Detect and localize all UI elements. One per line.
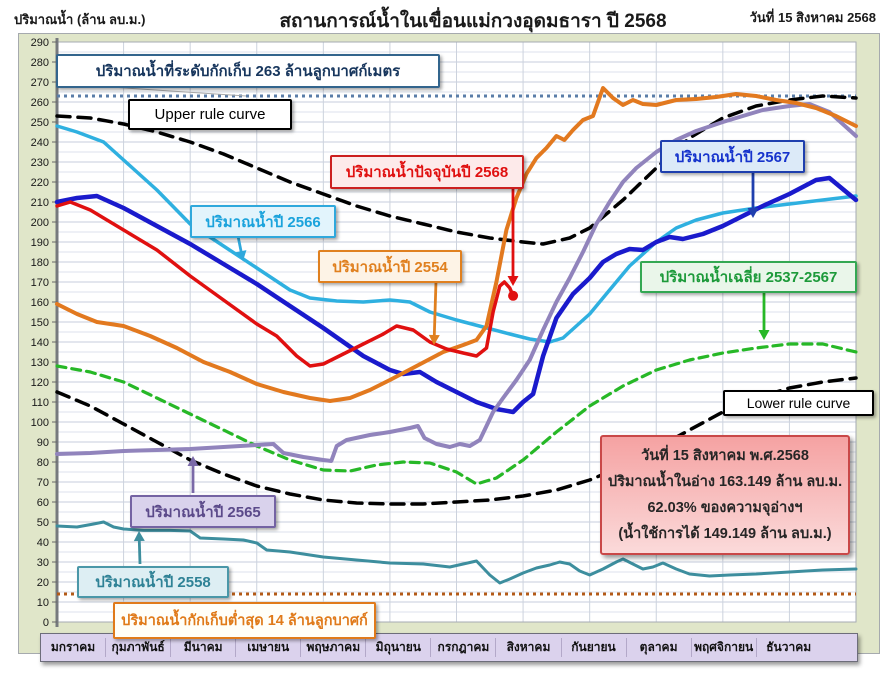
year-2565-callout: ปริมาณน้ำปี 2565 — [130, 495, 276, 528]
y-tick-label: 10 — [37, 597, 49, 609]
month-label: พฤษภาคม — [300, 638, 365, 657]
month-label: กุมภาพันธ์ — [105, 638, 170, 657]
series-avg-2537-2567 — [55, 342, 858, 486]
upper-rule-curve-callout: Upper rule curve — [128, 99, 292, 130]
avg-arrow-head — [758, 330, 770, 340]
y-tick-label: 70 — [37, 477, 49, 489]
y-tick-label: 80 — [37, 457, 49, 469]
y-tick-label: 270 — [31, 77, 49, 89]
page-title: สถานการณ์น้ำในเขื่อนแม่กวงอุดมธารา ปี 25… — [279, 11, 667, 32]
y-tick-label: 60 — [37, 497, 49, 509]
y-tick-label: 160 — [31, 297, 49, 309]
y-tick-label: 200 — [31, 217, 49, 229]
series-year-2558 — [55, 520, 858, 585]
y-tick-label: 180 — [31, 257, 49, 269]
current-point-marker — [508, 290, 519, 301]
report-date: วันที่ 15 สิงหาคม 2568 — [749, 10, 876, 25]
lower-rule-curve-callout: Lower rule curve — [723, 390, 874, 416]
year-2558-callout: ปริมาณน้ำปี 2558 — [77, 566, 229, 598]
month-label: กันยายน — [560, 638, 626, 657]
y-tick-label: 220 — [31, 177, 49, 189]
month-label: สิงหาคม — [495, 638, 560, 657]
storage-level-callout: ปริมาณน้ำที่ระดับกักเก็บ 263 ล้านลูกบาศก… — [56, 54, 440, 88]
month-label: ตุลาคม — [625, 638, 691, 657]
info-volume-line: ปริมาณน้ำในอ่าง 163.149 ล้าน ลบ.ม. — [607, 474, 843, 490]
average-2537-2567-callout: ปริมาณน้ำเฉลี่ย 2537-2567 — [640, 261, 857, 293]
y2565-arrow-head — [187, 456, 199, 466]
y-tick-label: 90 — [37, 437, 49, 449]
y2566-arrow — [236, 235, 243, 255]
y2558-arrow — [137, 537, 142, 565]
y-tick-label: 100 — [31, 417, 49, 429]
y-tick-label: 130 — [31, 357, 49, 369]
info-usable-line: (น้ำใช้การได้ 149.149 ล้าน ลบ.ม.) — [618, 526, 832, 542]
y-tick-label: 150 — [31, 317, 49, 329]
series-current-2568 — [55, 200, 515, 368]
series-year-2567 — [54, 175, 859, 415]
y-tick-label: 170 — [31, 277, 49, 289]
series-year-2565 — [55, 102, 858, 463]
y-tick-label: 30 — [37, 557, 49, 569]
y-tick-label: 0 — [43, 617, 49, 629]
y-tick-label: 40 — [37, 537, 49, 549]
info-date-line: วันที่ 15 สิงหาคม พ.ศ.2568 — [641, 448, 809, 464]
y-tick-label: 190 — [31, 237, 49, 249]
year-2567-callout: ปริมาณน้ำปี 2567 — [660, 140, 805, 173]
current-status-info-box: วันที่ 15 สิงหาคม พ.ศ.2568 ปริมาณน้ำในอ่… — [600, 435, 850, 555]
y-axis-title: ปริมาณน้ำ (ล้าน ลบ.ม.) — [14, 12, 146, 27]
month-label: ธันวาคม — [755, 638, 821, 657]
y-tick-label: 120 — [31, 377, 49, 389]
current-arrow-head — [507, 276, 519, 286]
y2567-arrow-head — [747, 208, 759, 218]
y2554-arrow — [432, 280, 438, 339]
y2554-arrow-head — [428, 334, 440, 345]
month-label: มิถุนายน — [365, 638, 430, 657]
minimum-storage-callout: ปริมาณน้ำกักเก็บต่ำสุด 14 ล้านลูกบาศก์ — [113, 602, 376, 639]
series-year-2554 — [55, 86, 858, 403]
y-tick-label: 110 — [31, 397, 49, 409]
month-label: มกราคม — [50, 640, 96, 654]
month-label: กรกฎาคม — [430, 638, 495, 657]
y-tick-label: 230 — [31, 157, 49, 169]
month-label: พฤศจิกายน — [690, 638, 756, 657]
year-2554-callout: ปริมาณน้ำปี 2554 — [318, 250, 462, 283]
series-upper-rule-curve — [55, 94, 858, 246]
y-tick-label: 140 — [31, 337, 49, 349]
current-year-2568-callout: ปริมาณน้ำปัจจุบันปี 2568 — [330, 155, 524, 189]
y-tick-label: 290 — [31, 37, 49, 49]
y-tick-label: 280 — [31, 57, 49, 69]
y-tick-label: 210 — [31, 197, 49, 209]
y-tick-label: 50 — [37, 517, 49, 529]
y2566-arrow-head — [235, 250, 247, 261]
month-label: มีนาคม — [170, 638, 235, 657]
month-label: เมษายน — [235, 638, 300, 657]
y2558-arrow-head — [133, 531, 145, 542]
y-tick-label: 260 — [31, 97, 49, 109]
y-tick-label: 250 — [31, 117, 49, 129]
info-percent-line: 62.03% ของความจุอ่างฯ — [647, 500, 803, 516]
y-tick-label: 240 — [31, 137, 49, 149]
year-2566-callout: ปริมาณน้ำปี 2566 — [190, 205, 336, 238]
y-tick-label: 20 — [37, 577, 49, 589]
series-lower-rule-curve — [55, 376, 858, 506]
